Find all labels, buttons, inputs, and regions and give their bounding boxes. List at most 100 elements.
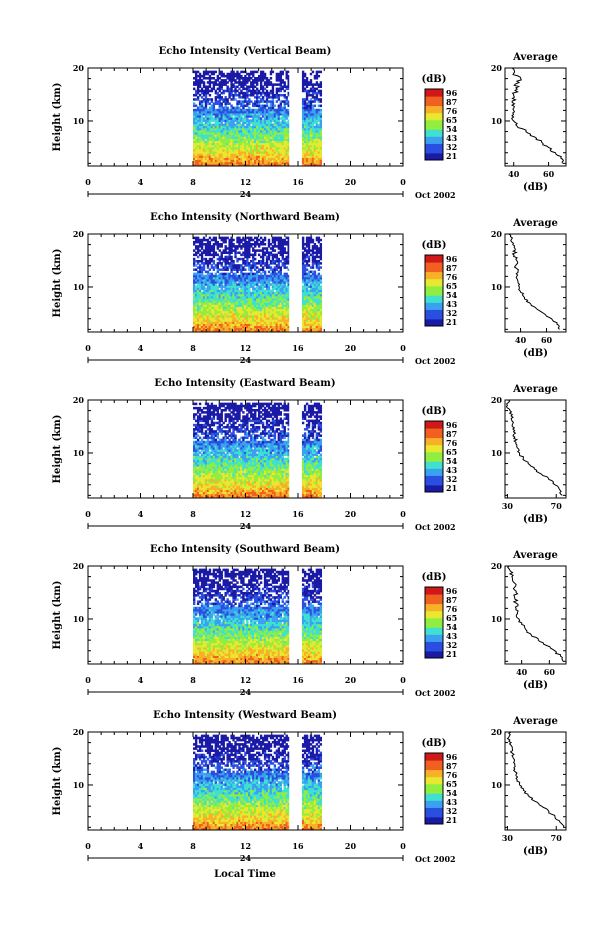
heatmap-cell [214, 310, 218, 314]
heatmap-cell [210, 259, 214, 263]
heatmap-cell [254, 149, 257, 152]
heatmap-cell [216, 77, 219, 80]
heatmap-cell [319, 315, 323, 318]
heatmap-cell [230, 91, 233, 95]
heatmap-cell [218, 327, 221, 331]
heatmap-cell [208, 144, 212, 148]
heatmap-cell [204, 270, 208, 274]
heatmap-cell [216, 308, 219, 312]
heatmap-cell [267, 119, 271, 122]
heatmap-cell [218, 72, 221, 76]
heatmap-cell [246, 312, 249, 316]
heatmap-cell [226, 72, 229, 76]
heatmap-cell [198, 93, 202, 97]
heatmap-cell [202, 70, 206, 74]
heatmap-cell [256, 319, 259, 322]
heatmap-cell [240, 327, 243, 331]
heatmap-cell [198, 436, 202, 440]
heatmap-cell [307, 295, 311, 299]
heatmap-cell [252, 289, 255, 293]
heatmap-cell [222, 257, 225, 261]
heatmap-cell [200, 253, 204, 257]
heatmap-cell [277, 119, 281, 122]
heatmap-cell [230, 319, 233, 322]
heatmap-cell [250, 327, 253, 331]
heatmap-cell [194, 491, 198, 495]
heatmap-cell [244, 268, 247, 271]
heatmap-cell [257, 108, 261, 112]
heatmap-cell [257, 238, 261, 242]
heatmap-cell [232, 293, 235, 297]
heatmap-cell [198, 155, 202, 158]
heatmap-cell [273, 140, 277, 144]
heatmap-cell [315, 136, 319, 139]
heatmap-cell [198, 123, 202, 127]
heatmap-cell [307, 108, 311, 112]
heatmap-cell [287, 163, 290, 167]
heatmap-cell [230, 85, 233, 88]
heatmap-cell [206, 129, 210, 133]
heatmap-cell [224, 238, 227, 242]
heatmap-cell [319, 247, 323, 250]
heatmap-cell [283, 83, 286, 86]
heatmap-cell [193, 283, 196, 286]
heatmap-cell [250, 325, 253, 329]
heatmap-cell [242, 119, 245, 122]
y-tick-label: 10 [73, 116, 85, 126]
heatmap-cell [277, 243, 281, 246]
heatmap-cell [216, 79, 219, 82]
heatmap-cell [287, 85, 290, 88]
heatmap-cell [277, 304, 281, 307]
heatmap-cell [259, 91, 263, 95]
heatmap-cell [240, 321, 243, 324]
heatmap-cell [311, 262, 315, 265]
heatmap-cell [224, 289, 227, 293]
heatmap-cell [257, 110, 261, 114]
heatmap-cell [256, 157, 259, 161]
heatmap-cell [242, 312, 245, 316]
heatmap-cell [204, 319, 208, 322]
heatmap-cell [301, 159, 305, 163]
heatmap-cell [242, 117, 245, 120]
heatmap-cell [277, 321, 281, 324]
heatmap-cell [210, 308, 214, 312]
heatmap-cell [244, 285, 247, 288]
heatmap-cell [193, 129, 196, 133]
heatmap-cell [242, 121, 245, 125]
heatmap-cell [269, 134, 273, 137]
heatmap-cell [305, 104, 309, 108]
heatmap-cell [257, 312, 261, 316]
heatmap-cell [261, 306, 265, 310]
heatmap-cell [301, 308, 305, 312]
heatmap-cell [210, 129, 214, 133]
heatmap-cell [287, 315, 290, 318]
heatmap-cell [301, 136, 305, 139]
heatmap-cell [194, 449, 198, 452]
heatmap-cell [267, 96, 271, 99]
heatmap-cell [275, 310, 279, 314]
heatmap-cell [267, 144, 271, 148]
heatmap-cell [216, 298, 219, 301]
heatmap-cell [193, 151, 196, 154]
heatmap-cell [281, 291, 284, 295]
heatmap-cell [200, 79, 204, 82]
panel-title: Echo Intensity (Northward Beam) [150, 212, 340, 223]
heatmap-cell [210, 302, 214, 305]
heatmap-cell [275, 276, 279, 280]
heatmap-cell [305, 140, 309, 144]
heatmap-cell [224, 155, 227, 158]
heatmap-cell [232, 329, 235, 333]
heatmap-cell [200, 247, 204, 250]
heatmap-cell [279, 266, 282, 269]
heatmap-cell [309, 325, 313, 329]
heatmap-cell [307, 157, 311, 161]
x-tick-label: 4 [138, 177, 144, 187]
heatmap-cell [303, 295, 307, 299]
heatmap-cell [194, 74, 198, 78]
heatmap-cell [246, 157, 249, 161]
heatmap-cell [285, 136, 288, 139]
heatmap-cell [244, 274, 247, 278]
heatmap-cell [256, 104, 259, 108]
heatmap-cell [228, 274, 231, 278]
heatmap-cells [193, 402, 323, 499]
